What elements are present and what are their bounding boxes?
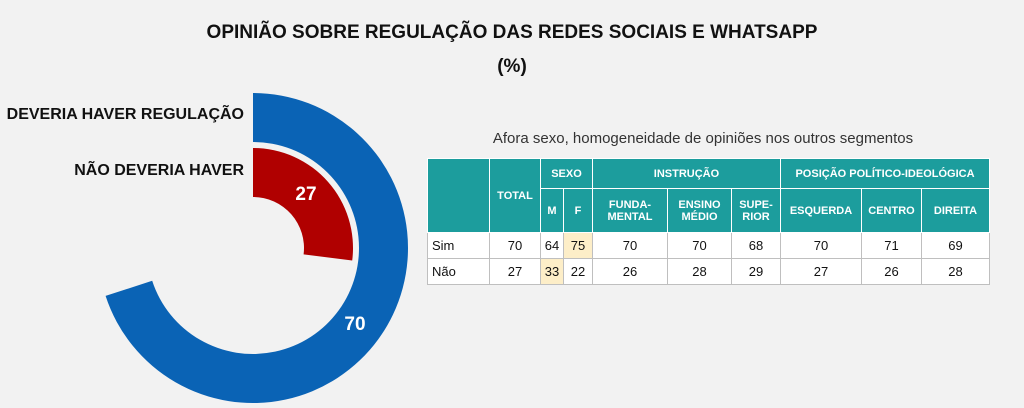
row-label: Não	[427, 258, 490, 285]
header-empty	[427, 158, 490, 233]
table-cell: 26	[592, 258, 668, 285]
table-cell: 64	[540, 232, 564, 259]
table-cell: 70	[489, 232, 541, 259]
table-cell: 29	[731, 258, 781, 285]
header-instrucao: INSTRUÇÃO	[592, 158, 781, 189]
column-header: ENSINO MÉDIO	[667, 188, 732, 233]
header-sexo: SEXO	[540, 158, 593, 189]
header-posicao: POSIÇÃO POLÍTICO-IDEOLÓGICA	[780, 158, 990, 189]
column-header: SUPE- RIOR	[731, 188, 781, 233]
segments-table: TOTAL SEXO INSTRUÇÃO POSIÇÃO POLÍTICO-ID…	[427, 158, 990, 285]
column-header: FUNDA- MENTAL	[592, 188, 668, 233]
table-cell: 70	[667, 232, 732, 259]
table-subtitle: Afora sexo, homogeneidade de opiniões no…	[492, 130, 914, 147]
table-cell: 27	[489, 258, 541, 285]
column-header: ESQUERDA	[780, 188, 862, 233]
row-label: Sim	[427, 232, 490, 259]
table-cell: 75	[563, 232, 593, 259]
legend-label-no-regulation: NÃO DEVERIA HAVER	[74, 162, 244, 179]
table-cell: 33	[540, 258, 564, 285]
table-cell: 27	[780, 258, 862, 285]
data-label: 27	[295, 184, 316, 205]
table-row: Não 27 33 22 26 28 29 27 26 28	[427, 258, 990, 285]
table-cell: 22	[563, 258, 593, 285]
bar-regulation	[105, 93, 409, 403]
chart-title-unit: (%)	[497, 56, 527, 77]
table-cell: 68	[731, 232, 781, 259]
data-label: 70	[344, 314, 365, 335]
table-cell: 28	[921, 258, 990, 285]
table-cell: 69	[921, 232, 990, 259]
table-cell: 70	[592, 232, 668, 259]
legend-label-regulation: DEVERIA HAVER REGULAÇÃO	[6, 106, 244, 123]
chart-title: OPINIÃO SOBRE REGULAÇÃO DAS REDES SOCIAI…	[206, 22, 818, 43]
column-header: CENTRO	[861, 188, 922, 233]
table-row: Sim 70 64 75 70 70 68 70 71 69	[427, 232, 990, 259]
table-cell: 26	[861, 258, 922, 285]
radial-chart: 70 27	[105, 93, 409, 403]
table-cell: 70	[780, 232, 862, 259]
bar-no-regulation	[253, 148, 353, 261]
header-total: TOTAL	[489, 158, 541, 233]
table-cell: 28	[667, 258, 732, 285]
column-header: F	[563, 188, 593, 233]
table-cell: 71	[861, 232, 922, 259]
column-header: M	[540, 188, 564, 233]
column-header: DIREITA	[921, 188, 990, 233]
